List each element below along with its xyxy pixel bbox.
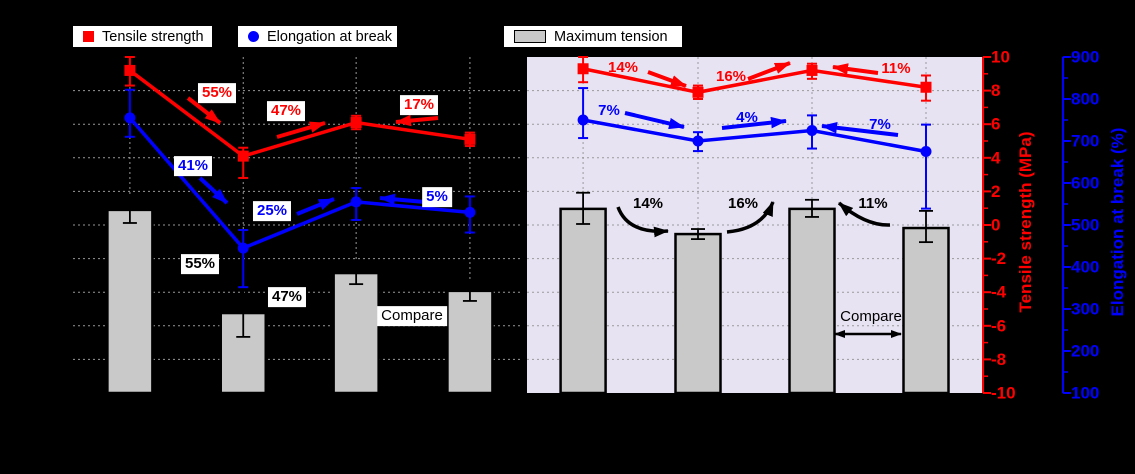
elongation-tick-label: 500 [1071,216,1099,235]
maximum-tension-bar [788,207,836,395]
percent-change-arrow [379,193,426,206]
percent-change-arrow [395,114,439,127]
series-line [128,69,471,159]
square-marker-icon [124,64,136,76]
maximum-tension-bar [106,208,154,395]
legend-tensile-strength: Tensile strength [72,25,213,48]
percent-change-arrow [616,206,669,238]
percent-change-arrow [721,116,787,130]
tensile-tick-label: 10 [991,48,1010,67]
percent-change-arrow [837,201,891,227]
elongation-tick-label: 800 [1071,90,1099,109]
elongation-tick-label: 200 [1071,342,1099,361]
percent-change-arrow [726,201,775,234]
circle-marker-icon [920,146,932,157]
square-marker-icon [920,81,932,93]
legend-label-tensile-strength: Tensile strength [102,28,204,45]
percent-change-arrow [186,96,222,125]
percent-change-arrow [624,111,685,130]
square-marker-icon [806,64,818,76]
maximum-tension-bar [446,289,494,395]
circle-marker-icon [237,242,249,254]
legend-label-elongation-at-break: Elongation at break [267,28,392,45]
maximum-tension-swatch-icon [514,30,546,43]
tensile-tick-label: 8 [991,81,1000,100]
series-line [582,67,927,95]
elongation-tick-label: 600 [1071,174,1099,193]
elongation-at-break-swatch-icon [248,31,259,42]
tensile-strength-swatch-icon [83,31,94,42]
percent-change-arrow [276,121,326,139]
circle-marker-icon [692,135,704,147]
elongation-tick-label: 400 [1071,258,1099,277]
square-marker-icon [464,133,476,145]
series-line [128,116,471,251]
percent-change-arrow [296,197,335,216]
legend-elongation-at-break: Elongation at break [237,25,398,48]
maximum-tension-bar [902,226,950,395]
tensile-tick-label: 0 [991,216,1000,235]
tensile-tick-label: 2 [991,182,1000,201]
elongation-tick-label: 100 [1071,384,1099,403]
legend-label-maximum-tension: Maximum tension [554,28,668,45]
tensile-tick-label: -10 [991,384,1016,403]
circle-marker-icon [806,125,818,136]
tensile-tick-label: -6 [991,316,1006,335]
circle-marker-icon [577,114,589,126]
tensile-tick-label: 4 [991,148,1001,167]
percent-change-arrow [821,122,899,137]
square-marker-icon [350,117,362,129]
square-marker-icon [577,63,589,75]
square-marker-icon [692,86,704,98]
series-line [582,118,927,154]
maximum-tension-bar [332,271,380,395]
tensile-strength-axis-title: Tensile strength (MPa) [1016,131,1035,313]
elongation-at-break-axis-title: Elongation at break (%) [1108,127,1127,317]
tensile-tick-label: -4 [991,283,1007,302]
percent-change-arrow [647,70,687,88]
elongation-tick-label: 300 [1071,300,1099,319]
circle-marker-icon [124,112,136,124]
tensile-tick-label: 6 [991,115,1000,134]
maximum-tension-bar [559,207,607,395]
percent-change-arrow [747,61,791,81]
circle-marker-icon [350,196,362,208]
circle-marker-icon [464,206,476,218]
tensile-tick-label: -8 [991,350,1006,369]
elongation-tick-label: 900 [1071,48,1099,67]
square-marker-icon [237,150,249,162]
percent-change-arrow [832,63,879,75]
percent-change-arrow [198,176,229,205]
maximum-tension-bar [674,232,722,395]
tensile-tick-label: -2 [991,249,1006,268]
elongation-tick-label: 700 [1071,132,1099,151]
legend-maximum-tension: Maximum tension [503,25,683,48]
